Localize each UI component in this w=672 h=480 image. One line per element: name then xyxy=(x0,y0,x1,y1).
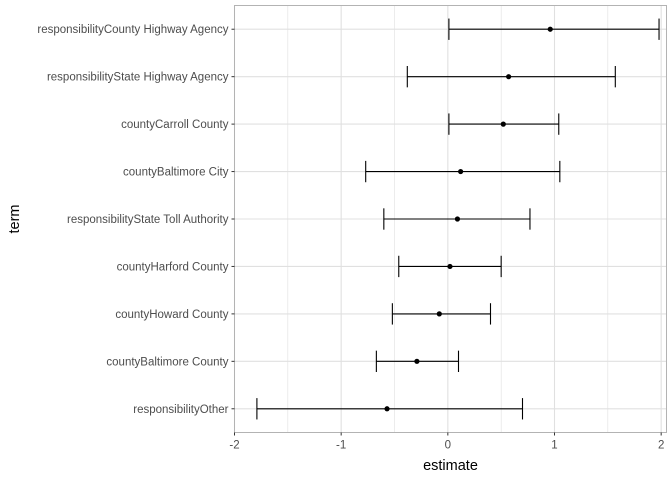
estimate-point xyxy=(500,121,506,127)
estimate-point xyxy=(506,74,512,80)
x-tick-label: -2 xyxy=(229,440,239,452)
y-tick-label: responsibilityOther xyxy=(133,404,228,416)
y-tick-label: responsibilityState Toll Authority xyxy=(67,214,229,226)
y-tick-label: responsibilityCounty Highway Agency xyxy=(37,24,228,36)
estimate-point xyxy=(436,311,442,317)
x-tick-label: 1 xyxy=(551,440,557,452)
x-tick-label: 2 xyxy=(658,440,664,452)
x-axis-title: estimate xyxy=(423,458,478,474)
estimate-point xyxy=(414,358,420,364)
x-tick-label: -1 xyxy=(336,440,346,452)
y-tick-label: countyHoward County xyxy=(115,309,228,321)
estimate-point xyxy=(458,168,464,175)
estimate-point xyxy=(384,406,390,412)
y-tick-label: countyCarroll County xyxy=(121,119,229,131)
y-tick-label: countyBaltimore City xyxy=(123,167,229,179)
y-tick-label: countyBaltimore County xyxy=(106,356,228,368)
estimate-point xyxy=(447,263,453,270)
error-bars xyxy=(256,18,660,420)
x-tick-label: 0 xyxy=(445,440,451,452)
y-tick-label: responsibilityState Highway Agency xyxy=(47,72,229,84)
estimate-point xyxy=(454,216,461,222)
y-tick-label: countyHarford County xyxy=(117,261,229,273)
y-tick-labels: responsibilityOther countyBaltimore Count… xyxy=(37,24,235,416)
y-axis-title: term xyxy=(7,205,23,234)
estimate-point xyxy=(547,26,553,32)
x-tick-labels: -2 -1 0 1 2 xyxy=(229,432,664,452)
